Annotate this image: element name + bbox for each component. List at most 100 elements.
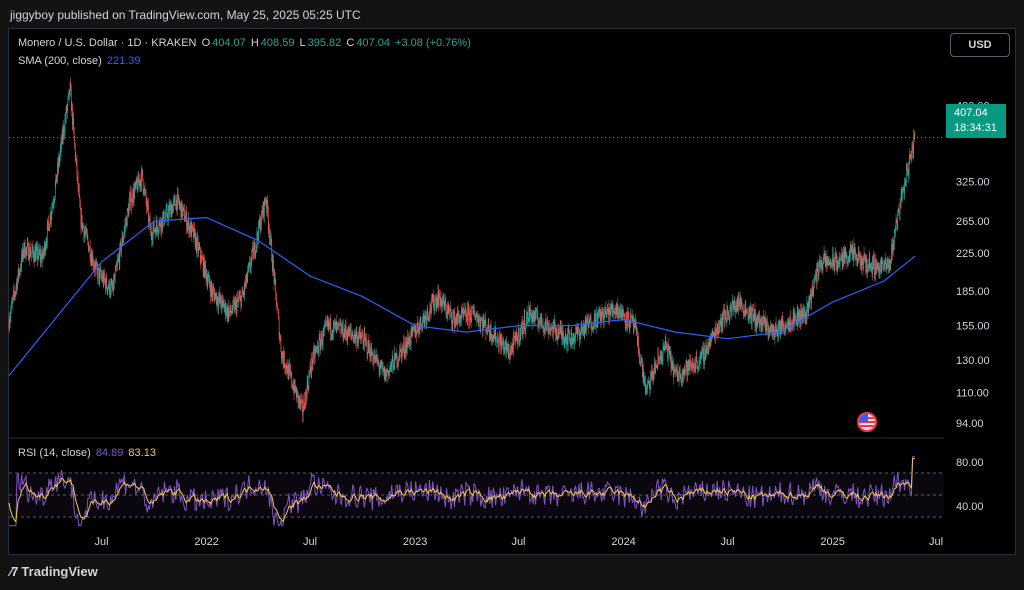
candle-body (898, 209, 900, 212)
candle-body (147, 203, 149, 206)
candle-body (17, 268, 19, 279)
candle-body (895, 228, 896, 231)
low-label: L (299, 37, 306, 49)
candle-body (776, 329, 778, 332)
candle-body (122, 236, 124, 242)
price-legend: Monero / U.S. Dollar · 1D · KRAKEN O 404.… (18, 37, 473, 49)
candle-body (154, 229, 156, 231)
candle-body (254, 253, 256, 256)
us-flag-icon[interactable] (857, 412, 877, 432)
candle-body (90, 255, 92, 261)
candle-body (187, 222, 189, 227)
candle-body (259, 219, 261, 231)
candle-body (22, 246, 24, 256)
candle-body (408, 342, 410, 347)
candle-body (298, 396, 299, 403)
candle-body (716, 330, 718, 335)
candle-body (339, 324, 341, 325)
candle-body (737, 301, 739, 308)
candle-body (744, 305, 746, 316)
candle-body (96, 263, 97, 264)
candle-body (735, 310, 736, 311)
candle-body (677, 377, 679, 380)
candle-body (183, 207, 185, 209)
candle-body (636, 330, 638, 344)
candle-body (62, 127, 64, 139)
candle-body (46, 224, 48, 243)
candle-body (124, 224, 126, 230)
candle-body (522, 321, 523, 335)
price-axis-tick: 185.00 (956, 286, 990, 298)
sma-legend[interactable]: SMA (200, close) 221.39 (18, 55, 142, 67)
candle-body (761, 322, 763, 327)
candle-body (390, 361, 392, 366)
candle-body (210, 284, 212, 297)
candle-body (35, 251, 37, 262)
candle-body (804, 310, 806, 319)
candle-body (607, 304, 608, 312)
candle-body (248, 263, 250, 268)
candle-body (512, 337, 514, 353)
last-price-tag: 407.04 18:34:31 (946, 104, 1006, 138)
candle-body (709, 338, 711, 341)
candle-body (775, 323, 777, 332)
candle-body (465, 309, 466, 310)
candle-body (478, 318, 480, 327)
candle-body (433, 294, 434, 304)
candle-body (157, 226, 158, 232)
candle-body (626, 325, 628, 326)
candle-body (571, 331, 572, 344)
candle-body (443, 302, 445, 310)
candle-body (38, 248, 40, 258)
candle-body (676, 370, 678, 380)
candle-body (455, 318, 457, 321)
candle-body (721, 314, 723, 327)
low-value: 395.82 (307, 37, 342, 49)
candle-body (720, 318, 722, 327)
candle-body (662, 357, 663, 362)
chart-panel[interactable] (8, 28, 1016, 555)
currency-button[interactable]: USD (950, 33, 1010, 57)
candle-body (215, 293, 217, 296)
candle-body (540, 312, 542, 318)
candle-body (327, 318, 329, 326)
candle-body (311, 356, 313, 365)
candle-body (506, 342, 508, 352)
candle-body (608, 311, 610, 321)
candle-body (715, 327, 717, 331)
candle-body (620, 304, 622, 318)
candle-body (30, 254, 32, 257)
candle-body (375, 354, 377, 356)
candle-body (89, 245, 90, 249)
candle-body (426, 317, 427, 324)
sma-value: 221.39 (106, 55, 141, 67)
symbol-label[interactable]: Monero / U.S. Dollar · 1D · KRAKEN (18, 37, 197, 49)
candle-body (105, 280, 106, 290)
candle-body (847, 260, 849, 262)
candle-body (287, 364, 289, 379)
candle-body (684, 370, 686, 372)
candle-body (317, 346, 318, 347)
candle-body (574, 337, 576, 338)
candle-body (864, 254, 866, 262)
candle-body (138, 175, 140, 184)
candle-body (499, 336, 501, 340)
candle-body (338, 322, 339, 324)
candle-body (37, 257, 39, 260)
candle-body (695, 356, 697, 363)
candle-body (598, 311, 599, 315)
candle-body (667, 349, 668, 360)
candle-body (115, 265, 117, 272)
candle-body (853, 248, 855, 254)
candles (8, 77, 916, 423)
rsi-legend[interactable]: RSI (14, close) 84.89 83.13 (18, 447, 158, 459)
candle-body (205, 269, 207, 280)
candle-body (359, 331, 361, 338)
candle-body (376, 354, 378, 363)
candle-body (580, 332, 582, 333)
candle-body (638, 351, 640, 353)
candle-body (829, 261, 831, 263)
candle-body (814, 277, 816, 281)
candle-body (550, 327, 552, 332)
